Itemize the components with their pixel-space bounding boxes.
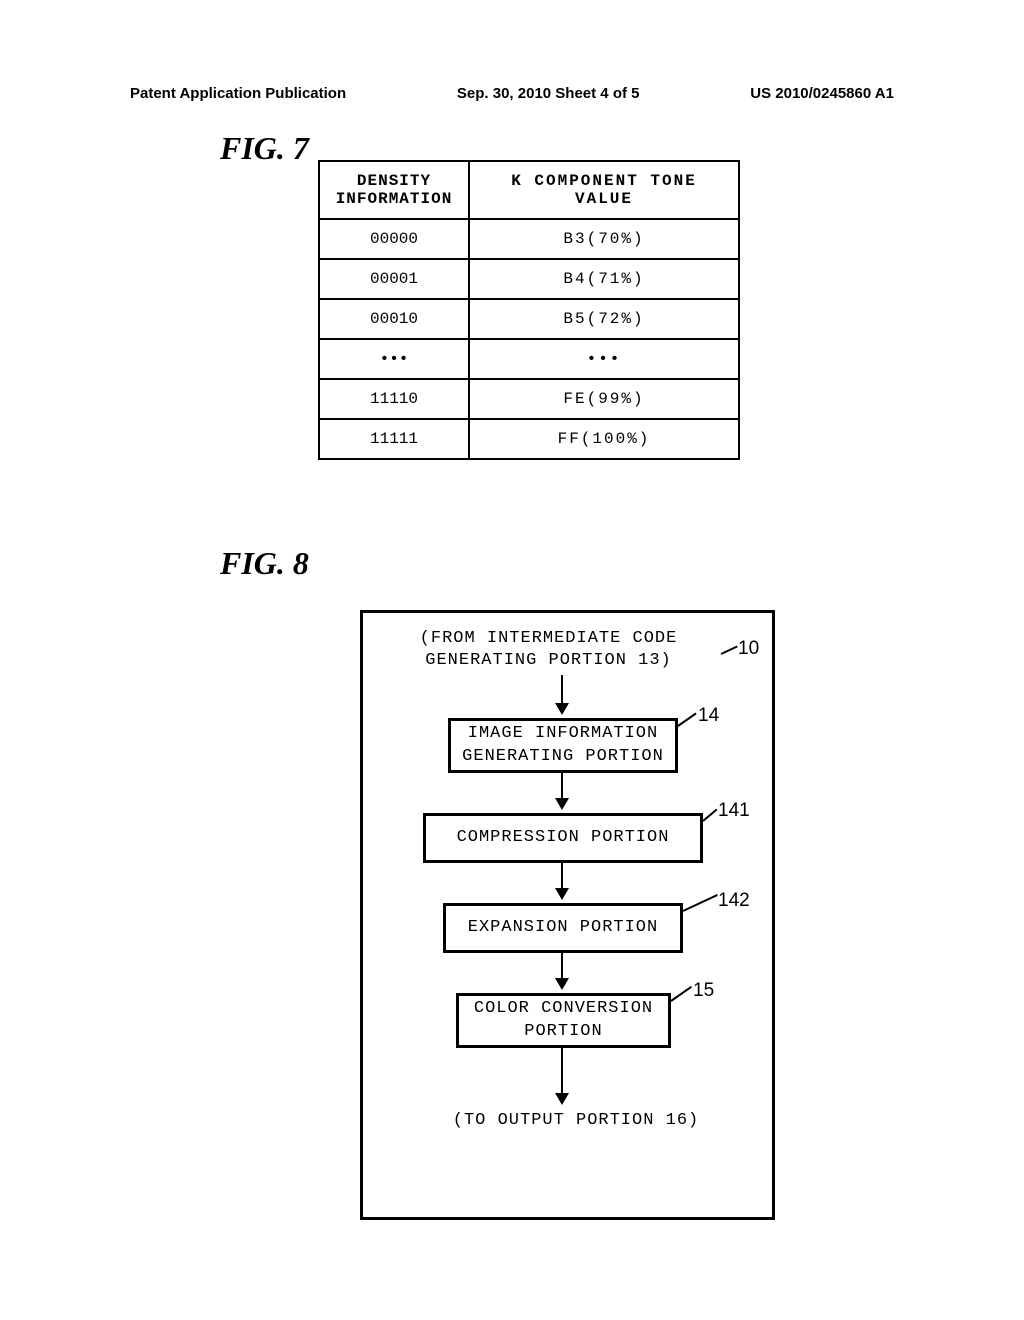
table-row: ••• ••• xyxy=(319,339,739,379)
table-header-density: DENSITY INFORMATION xyxy=(319,161,469,219)
cell-value: FF(100%) xyxy=(469,419,739,459)
ref-number-141: 141 xyxy=(718,800,750,822)
table-row: 11110 FE(99%) xyxy=(319,379,739,419)
cell-density: 00001 xyxy=(319,259,469,299)
table-row: 00000 B3(70%) xyxy=(319,219,739,259)
flowchart-container: (FROM INTERMEDIATE CODE GENERATING PORTI… xyxy=(360,610,775,1220)
cell-density: 00000 xyxy=(319,219,469,259)
block-color-conversion: COLOR CONVERSION PORTION xyxy=(456,993,671,1048)
table-header-tone: K COMPONENT TONE VALUE xyxy=(469,161,739,219)
lead-line xyxy=(670,986,692,1002)
cell-value: B5(72%) xyxy=(469,299,739,339)
table-row: 00010 B5(72%) xyxy=(319,299,739,339)
cell-density: 11110 xyxy=(319,379,469,419)
table-row: 11111 FF(100%) xyxy=(319,419,739,459)
figure-8-label: FIG. 8 xyxy=(220,545,309,582)
cell-value: FE(99%) xyxy=(469,379,739,419)
density-table: DENSITY INFORMATION K COMPONENT TONE VAL… xyxy=(318,160,740,460)
arrow-down-icon xyxy=(561,773,563,808)
cell-value: B3(70%) xyxy=(469,219,739,259)
cell-density: 00010 xyxy=(319,299,469,339)
table-row: 00001 B4(71%) xyxy=(319,259,739,299)
ref-number-10: 10 xyxy=(738,638,759,660)
arrow-down-icon xyxy=(561,863,563,898)
ref-number-142: 142 xyxy=(718,890,750,912)
header-right: US 2010/0245860 A1 xyxy=(750,85,894,102)
arrow-down-icon xyxy=(561,953,563,988)
block-image-info: IMAGE INFORMATION GENERATING PORTION xyxy=(448,718,678,773)
cell-density: ••• xyxy=(319,339,469,379)
from-text: (FROM INTERMEDIATE CODE GENERATING PORTI… xyxy=(391,628,706,672)
page-header: Patent Application Publication Sep. 30, … xyxy=(130,85,894,102)
to-text: (TO OUTPUT PORTION 16) xyxy=(441,1111,711,1130)
lead-line xyxy=(683,894,718,912)
cell-value: B4(71%) xyxy=(469,259,739,299)
cell-density: 11111 xyxy=(319,419,469,459)
arrow-down-icon xyxy=(561,675,563,713)
figure-7-label: FIG. 7 xyxy=(220,130,309,167)
lead-line xyxy=(721,645,738,654)
lead-line xyxy=(677,713,696,727)
block-expansion: EXPANSION PORTION xyxy=(443,903,683,953)
ref-number-15: 15 xyxy=(693,980,714,1002)
arrow-down-icon xyxy=(561,1048,563,1103)
cell-value: ••• xyxy=(469,339,739,379)
header-center: Sep. 30, 2010 Sheet 4 of 5 xyxy=(457,85,640,102)
ref-number-14: 14 xyxy=(698,705,719,727)
block-compression: COMPRESSION PORTION xyxy=(423,813,703,863)
lead-line xyxy=(702,809,717,822)
header-left: Patent Application Publication xyxy=(130,85,346,102)
